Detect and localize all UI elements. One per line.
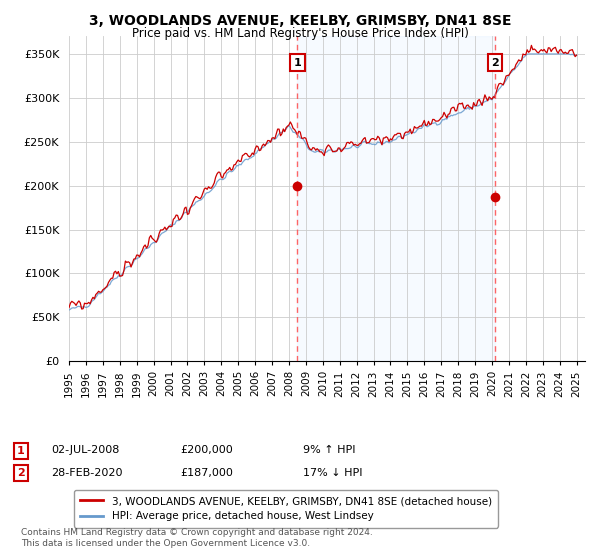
- Text: Contains HM Land Registry data © Crown copyright and database right 2024.
This d: Contains HM Land Registry data © Crown c…: [21, 528, 373, 548]
- Text: 1: 1: [293, 58, 301, 68]
- Text: 2: 2: [491, 58, 499, 68]
- Text: 02-JUL-2008: 02-JUL-2008: [51, 445, 119, 455]
- Text: 2: 2: [17, 468, 25, 478]
- Text: Price paid vs. HM Land Registry's House Price Index (HPI): Price paid vs. HM Land Registry's House …: [131, 27, 469, 40]
- Text: 3, WOODLANDS AVENUE, KEELBY, GRIMSBY, DN41 8SE: 3, WOODLANDS AVENUE, KEELBY, GRIMSBY, DN…: [89, 14, 511, 28]
- Text: 17% ↓ HPI: 17% ↓ HPI: [303, 468, 362, 478]
- Legend: 3, WOODLANDS AVENUE, KEELBY, GRIMSBY, DN41 8SE (detached house), HPI: Average pr: 3, WOODLANDS AVENUE, KEELBY, GRIMSBY, DN…: [74, 490, 498, 528]
- Text: 9% ↑ HPI: 9% ↑ HPI: [303, 445, 355, 455]
- Text: 28-FEB-2020: 28-FEB-2020: [51, 468, 122, 478]
- Text: £200,000: £200,000: [180, 445, 233, 455]
- Text: £187,000: £187,000: [180, 468, 233, 478]
- Text: 1: 1: [17, 446, 25, 456]
- Bar: [298, 36, 495, 361]
